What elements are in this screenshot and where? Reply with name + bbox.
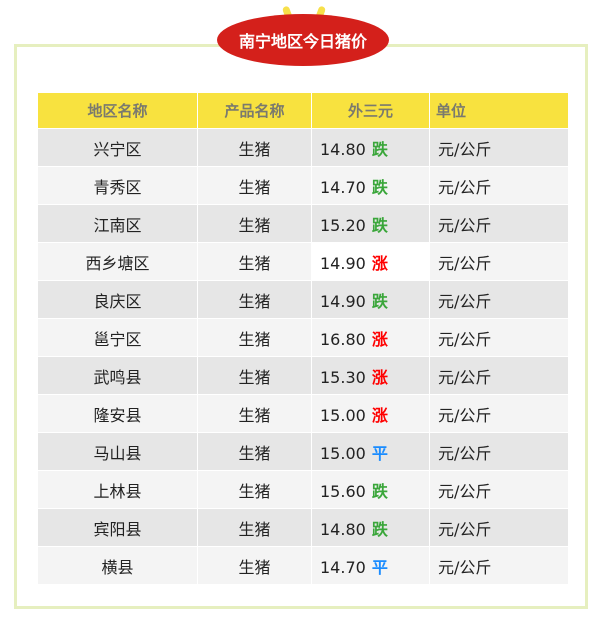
table-row: 宾阳县 生猪 14.80 跌 元/公斤 — [37, 508, 569, 547]
trend-down-label: 跌 — [371, 291, 388, 311]
price-cell: 15.60 跌 — [311, 470, 430, 509]
trend-down-label: 跌 — [371, 215, 388, 235]
page-title: 南宁地区今日猪价 — [217, 14, 389, 66]
unit-cell: 元/公斤 — [429, 204, 569, 243]
table-row: 隆安县 生猪 15.00 涨 元/公斤 — [37, 394, 569, 433]
header-region: 地区名称 — [37, 92, 198, 129]
table-row: 横县 生猪 14.70 平 元/公斤 — [37, 546, 569, 585]
price-value: 14.70 — [320, 557, 366, 577]
product-cell: 生猪 — [197, 470, 312, 509]
product-cell: 生猪 — [197, 394, 312, 433]
price-value: 14.90 — [320, 253, 366, 273]
price-value: 15.20 — [320, 215, 366, 235]
price-cell: 14.70 跌 — [311, 166, 430, 205]
price-value: 15.00 — [320, 405, 366, 425]
product-cell: 生猪 — [197, 508, 312, 547]
trend-up-label: 涨 — [371, 329, 388, 349]
region-cell: 上林县 — [37, 470, 198, 509]
unit-cell: 元/公斤 — [429, 508, 569, 547]
table-row: 邕宁区 生猪 16.80 涨 元/公斤 — [37, 318, 569, 357]
region-cell: 横县 — [37, 546, 198, 585]
table-row: 西乡塘区 生猪 14.90 涨 元/公斤 — [37, 242, 569, 281]
price-cell: 14.80 跌 — [311, 128, 430, 167]
unit-cell: 元/公斤 — [429, 128, 569, 167]
price-cell: 14.70 平 — [311, 546, 430, 585]
unit-cell: 元/公斤 — [429, 470, 569, 509]
price-value: 16.80 — [320, 329, 366, 349]
product-cell: 生猪 — [197, 280, 312, 319]
trend-flat-label: 平 — [371, 557, 388, 577]
product-cell: 生猪 — [197, 546, 312, 585]
price-value: 15.60 — [320, 481, 366, 501]
region-cell: 兴宁区 — [37, 128, 198, 167]
table-row: 马山县 生猪 15.00 平 元/公斤 — [37, 432, 569, 471]
product-cell: 生猪 — [197, 128, 312, 167]
unit-cell: 元/公斤 — [429, 432, 569, 471]
price-value: 14.80 — [320, 519, 366, 539]
table-row: 良庆区 生猪 14.90 跌 元/公斤 — [37, 280, 569, 319]
product-cell: 生猪 — [197, 242, 312, 281]
table-row: 武鸣县 生猪 15.30 涨 元/公斤 — [37, 356, 569, 395]
price-cell: 14.80 跌 — [311, 508, 430, 547]
table-row: 江南区 生猪 15.20 跌 元/公斤 — [37, 204, 569, 243]
price-table: 地区名称 产品名称 外三元 单位 兴宁区 生猪 14.80 跌 元/公斤 青秀区 生… — [37, 92, 569, 585]
region-cell: 马山县 — [37, 432, 198, 471]
region-cell: 隆安县 — [37, 394, 198, 433]
product-cell: 生猪 — [197, 318, 312, 357]
product-cell: 生猪 — [197, 166, 312, 205]
price-value: 14.70 — [320, 177, 366, 197]
region-cell: 武鸣县 — [37, 356, 198, 395]
unit-cell: 元/公斤 — [429, 546, 569, 585]
price-cell: 14.90 跌 — [311, 280, 430, 319]
region-cell: 宾阳县 — [37, 508, 198, 547]
trend-down-label: 跌 — [371, 139, 388, 159]
trend-down-label: 跌 — [371, 177, 388, 197]
header-unit: 单位 — [429, 92, 569, 129]
table-row: 上林县 生猪 15.60 跌 元/公斤 — [37, 470, 569, 509]
unit-cell: 元/公斤 — [429, 280, 569, 319]
trend-up-label: 涨 — [371, 367, 388, 387]
unit-cell: 元/公斤 — [429, 394, 569, 433]
trend-down-label: 跌 — [371, 481, 388, 501]
table-row: 青秀区 生猪 14.70 跌 元/公斤 — [37, 166, 569, 205]
product-cell: 生猪 — [197, 432, 312, 471]
price-cell: 15.20 跌 — [311, 204, 430, 243]
header-price: 外三元 — [311, 92, 430, 129]
region-cell: 青秀区 — [37, 166, 198, 205]
product-cell: 生猪 — [197, 204, 312, 243]
price-cell: 16.80 涨 — [311, 318, 430, 357]
trend-up-label: 涨 — [371, 405, 388, 425]
price-cell: 14.90 涨 — [311, 242, 430, 281]
region-cell: 江南区 — [37, 204, 198, 243]
region-cell: 良庆区 — [37, 280, 198, 319]
price-value: 14.90 — [320, 291, 366, 311]
table-row: 兴宁区 生猪 14.80 跌 元/公斤 — [37, 128, 569, 167]
price-cell: 15.30 涨 — [311, 356, 430, 395]
unit-cell: 元/公斤 — [429, 356, 569, 395]
region-cell: 西乡塘区 — [37, 242, 198, 281]
price-value: 15.00 — [320, 443, 366, 463]
trend-up-label: 涨 — [371, 253, 388, 273]
price-value: 15.30 — [320, 367, 366, 387]
unit-cell: 元/公斤 — [429, 166, 569, 205]
price-cell: 15.00 平 — [311, 432, 430, 471]
product-cell: 生猪 — [197, 356, 312, 395]
unit-cell: 元/公斤 — [429, 318, 569, 357]
price-cell: 15.00 涨 — [311, 394, 430, 433]
unit-cell: 元/公斤 — [429, 242, 569, 281]
trend-flat-label: 平 — [371, 443, 388, 463]
region-cell: 邕宁区 — [37, 318, 198, 357]
price-value: 14.80 — [320, 139, 366, 159]
trend-down-label: 跌 — [371, 519, 388, 539]
header-product: 产品名称 — [197, 92, 312, 129]
